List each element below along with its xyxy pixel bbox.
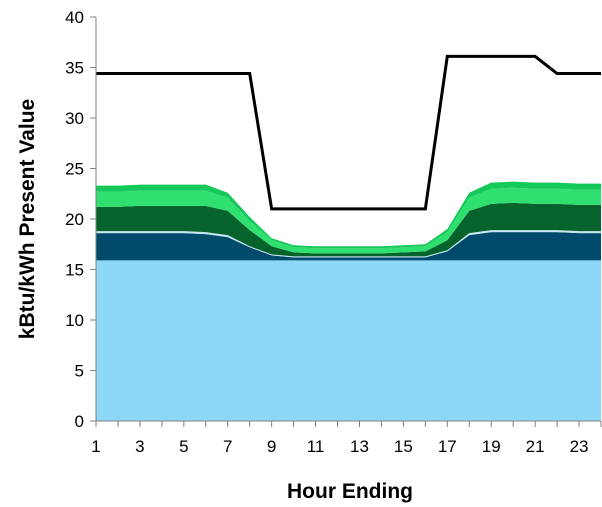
area-series-3 [96, 230, 601, 258]
axes [90, 16, 602, 427]
area-series-2 [96, 232, 601, 261]
x-tick-label: 19 [482, 437, 501, 456]
line-series-1 [96, 54, 601, 211]
area-series-1 [96, 260, 601, 421]
x-tick-label: 5 [179, 437, 188, 456]
x-tick-label: 13 [350, 437, 369, 456]
x-tick-label: 9 [267, 437, 276, 456]
x-tick-label: 23 [570, 437, 589, 456]
x-tick-label: 15 [394, 437, 413, 456]
y-tick-label: 5 [75, 362, 84, 381]
x-tick-label: 11 [307, 437, 325, 456]
y-tick-label: 30 [65, 109, 84, 128]
y-tick-label: 0 [75, 412, 84, 431]
stacked-areas [96, 181, 601, 421]
x-tick-labels: 1 3 5 7 9 11 13 15 17 19 21 23 [91, 437, 588, 456]
area-series-5 [96, 187, 601, 254]
x-tick-label: 21 [526, 437, 545, 456]
y-axis-title: kBtu/kWh Present Value [16, 99, 39, 339]
y-tick-label: 40 [65, 8, 84, 27]
area-series-4 [96, 202, 601, 257]
x-axis-title: Hour Ending [287, 480, 413, 503]
area-series-6 [96, 181, 601, 249]
y-tick-label: 20 [65, 210, 84, 229]
y-tick-label: 15 [65, 261, 84, 280]
y-tick-label: 35 [65, 59, 84, 78]
y-tick-labels: 0 5 10 15 20 25 30 35 40 [65, 8, 84, 431]
x-tick-label: 17 [438, 437, 457, 456]
y-tick-label: 25 [65, 160, 84, 179]
y-tick-label: 10 [65, 311, 84, 330]
x-tick-label: 7 [223, 437, 232, 456]
line-series-group [96, 54, 601, 211]
x-tick-label: 3 [135, 437, 144, 456]
x-tick-label: 1 [91, 437, 100, 456]
